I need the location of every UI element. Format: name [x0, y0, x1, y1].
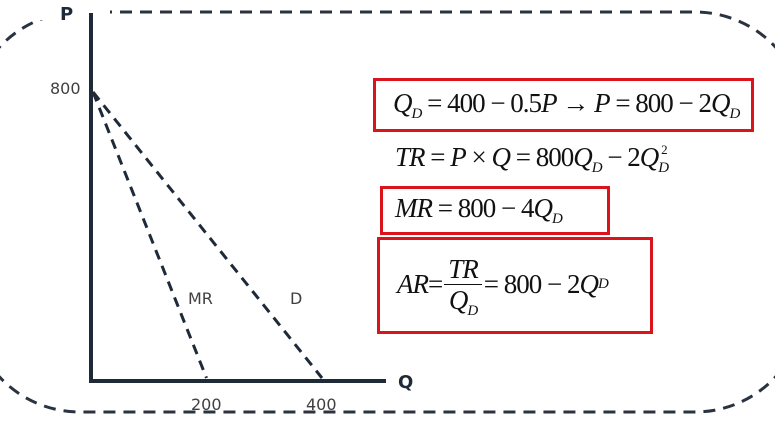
x-tick-200: 200 [191, 395, 222, 414]
y-tick-800: 800 [50, 79, 81, 98]
demand-curve [91, 91, 324, 379]
demand-equation-box [373, 78, 754, 132]
x-tick-400: 400 [306, 395, 337, 414]
ar-fraction: TR QD [444, 254, 482, 318]
demand-label: D [290, 289, 302, 308]
mr-equation: MR = 800 − 4QD [395, 193, 563, 227]
y-axis-label: P [60, 4, 73, 25]
mr-equation-box [380, 186, 610, 235]
mr-label: MR [188, 289, 213, 308]
x-axis-label: Q [398, 372, 413, 393]
tr-equation: TR = P × Q = 800QD − 2QD2 [395, 142, 669, 176]
ar-equation-box [377, 237, 653, 334]
demand-equation: QD = 400 − 0.5P → P = 800 − 2QD [393, 88, 740, 122]
mr-curve [91, 91, 208, 379]
dashed-frame [0, 10, 775, 414]
